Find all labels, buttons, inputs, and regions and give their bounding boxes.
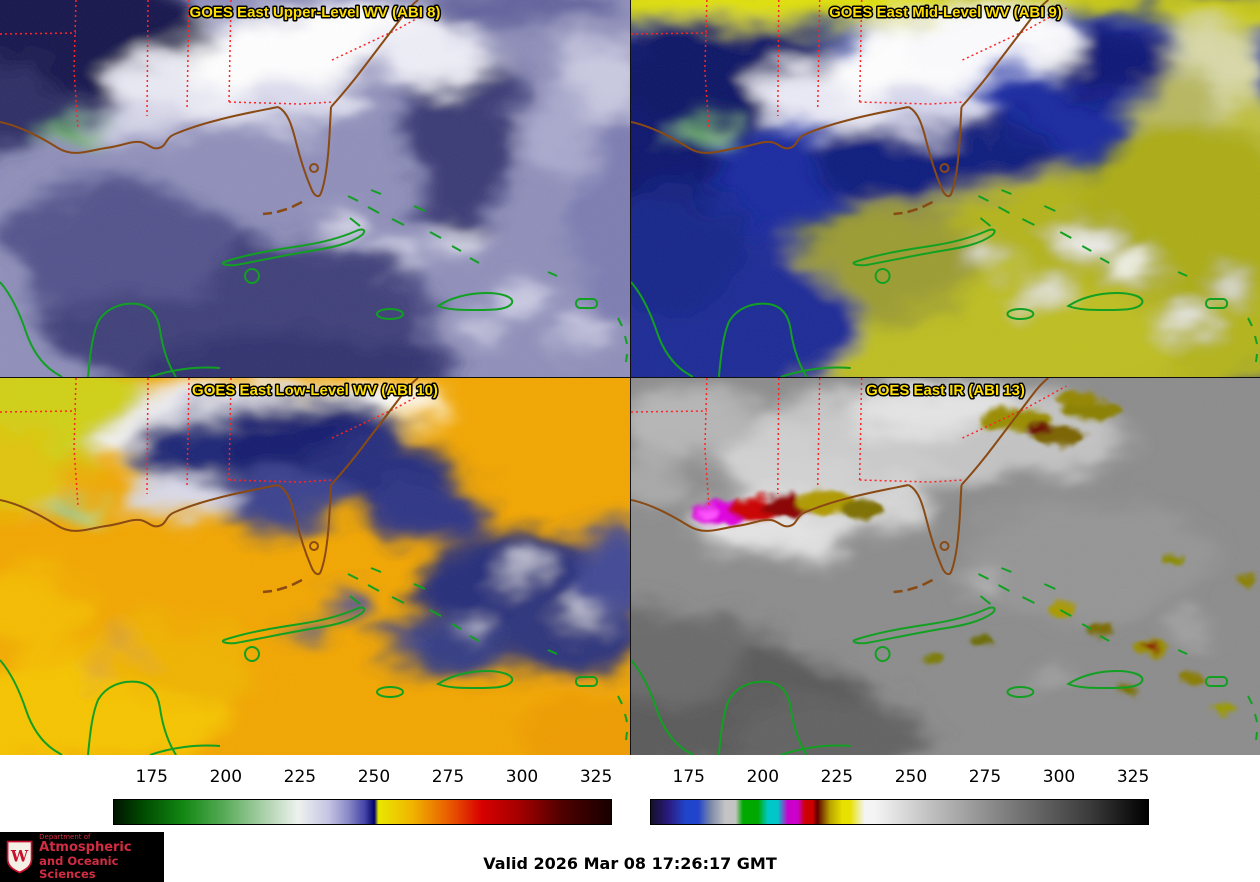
logo-dept-line: Department of [39,832,91,841]
wv-tick-label: 250 [357,767,391,787]
wv-colorbar-ticks: 175 200 225 250 275 300 325 [113,767,613,789]
panel-title: GOES East Mid-Level WV (ABI 9) [829,4,1062,21]
ir-colorbar [650,799,1149,825]
noise-texture [631,378,1260,755]
ir-tick-label: 300 [1042,767,1076,787]
panel-title: GOES East Upper-Level WV (ABI 8) [190,4,441,21]
panel-ir: GOES East IR (ABI 13) [631,378,1260,755]
noise-texture [631,0,1260,377]
uw-crest-icon: W [6,840,33,874]
wv-tick-label: 325 [579,767,613,787]
wv-tick-label: 200 [209,767,243,787]
valid-time-label: Valid 2026 Mar 08 17:26:17 GMT [483,854,777,873]
panel-grid: GOES East Upper-Level WV (ABI 8) [0,0,1260,755]
logo-name-line2: and Oceanic Sciences [39,854,119,881]
panel-upper-level-wv: GOES East Upper-Level WV (ABI 8) [0,0,630,377]
wv-tick-label: 225 [283,767,317,787]
ir-colorbar-ticks: 175 200 225 250 275 300 325 [650,767,1150,789]
mid-level-wv-image: GOES East Mid-Level WV (ABI 9) [631,0,1260,377]
ir-tick-label: 200 [746,767,780,787]
ir-tick-label: 225 [820,767,854,787]
panel-low-level-wv: GOES East Low-Level WV (ABI 10) [0,378,630,755]
ir-image: GOES East IR (ABI 13) [631,378,1260,755]
noise-texture [0,378,630,755]
colorbar-zone: 175 200 225 250 275 300 325 175 200 225 … [0,755,1260,832]
logo-name-line1: Atmospheric [39,840,132,856]
wv-colorbar [113,799,612,825]
wv-tick-label: 275 [431,767,465,787]
noise-texture [0,0,630,377]
panel-title: GOES East Low-Level WV (ABI 10) [192,382,438,399]
logo-text: Department of Atmospheric and Oceanic Sc… [39,832,159,881]
footer: W Department of Atmospheric and Oceanic … [0,832,1260,882]
ir-tick-label: 325 [1116,767,1150,787]
panel-mid-level-wv: GOES East Mid-Level WV (ABI 9) [631,0,1260,377]
low-level-wv-image: GOES East Low-Level WV (ABI 10) [0,378,630,755]
wv-tick-label: 300 [505,767,539,787]
panel-title: GOES East IR (ABI 13) [866,382,1025,399]
uw-aos-logo: W Department of Atmospheric and Oceanic … [0,832,164,882]
crest-letter: W [10,847,29,865]
upper-level-wv-image: GOES East Upper-Level WV (ABI 8) [0,0,630,377]
wv-tick-label: 175 [135,767,168,787]
ir-tick-label: 175 [672,767,705,787]
ir-tick-label: 250 [894,767,928,787]
ir-tick-label: 275 [968,767,1002,787]
